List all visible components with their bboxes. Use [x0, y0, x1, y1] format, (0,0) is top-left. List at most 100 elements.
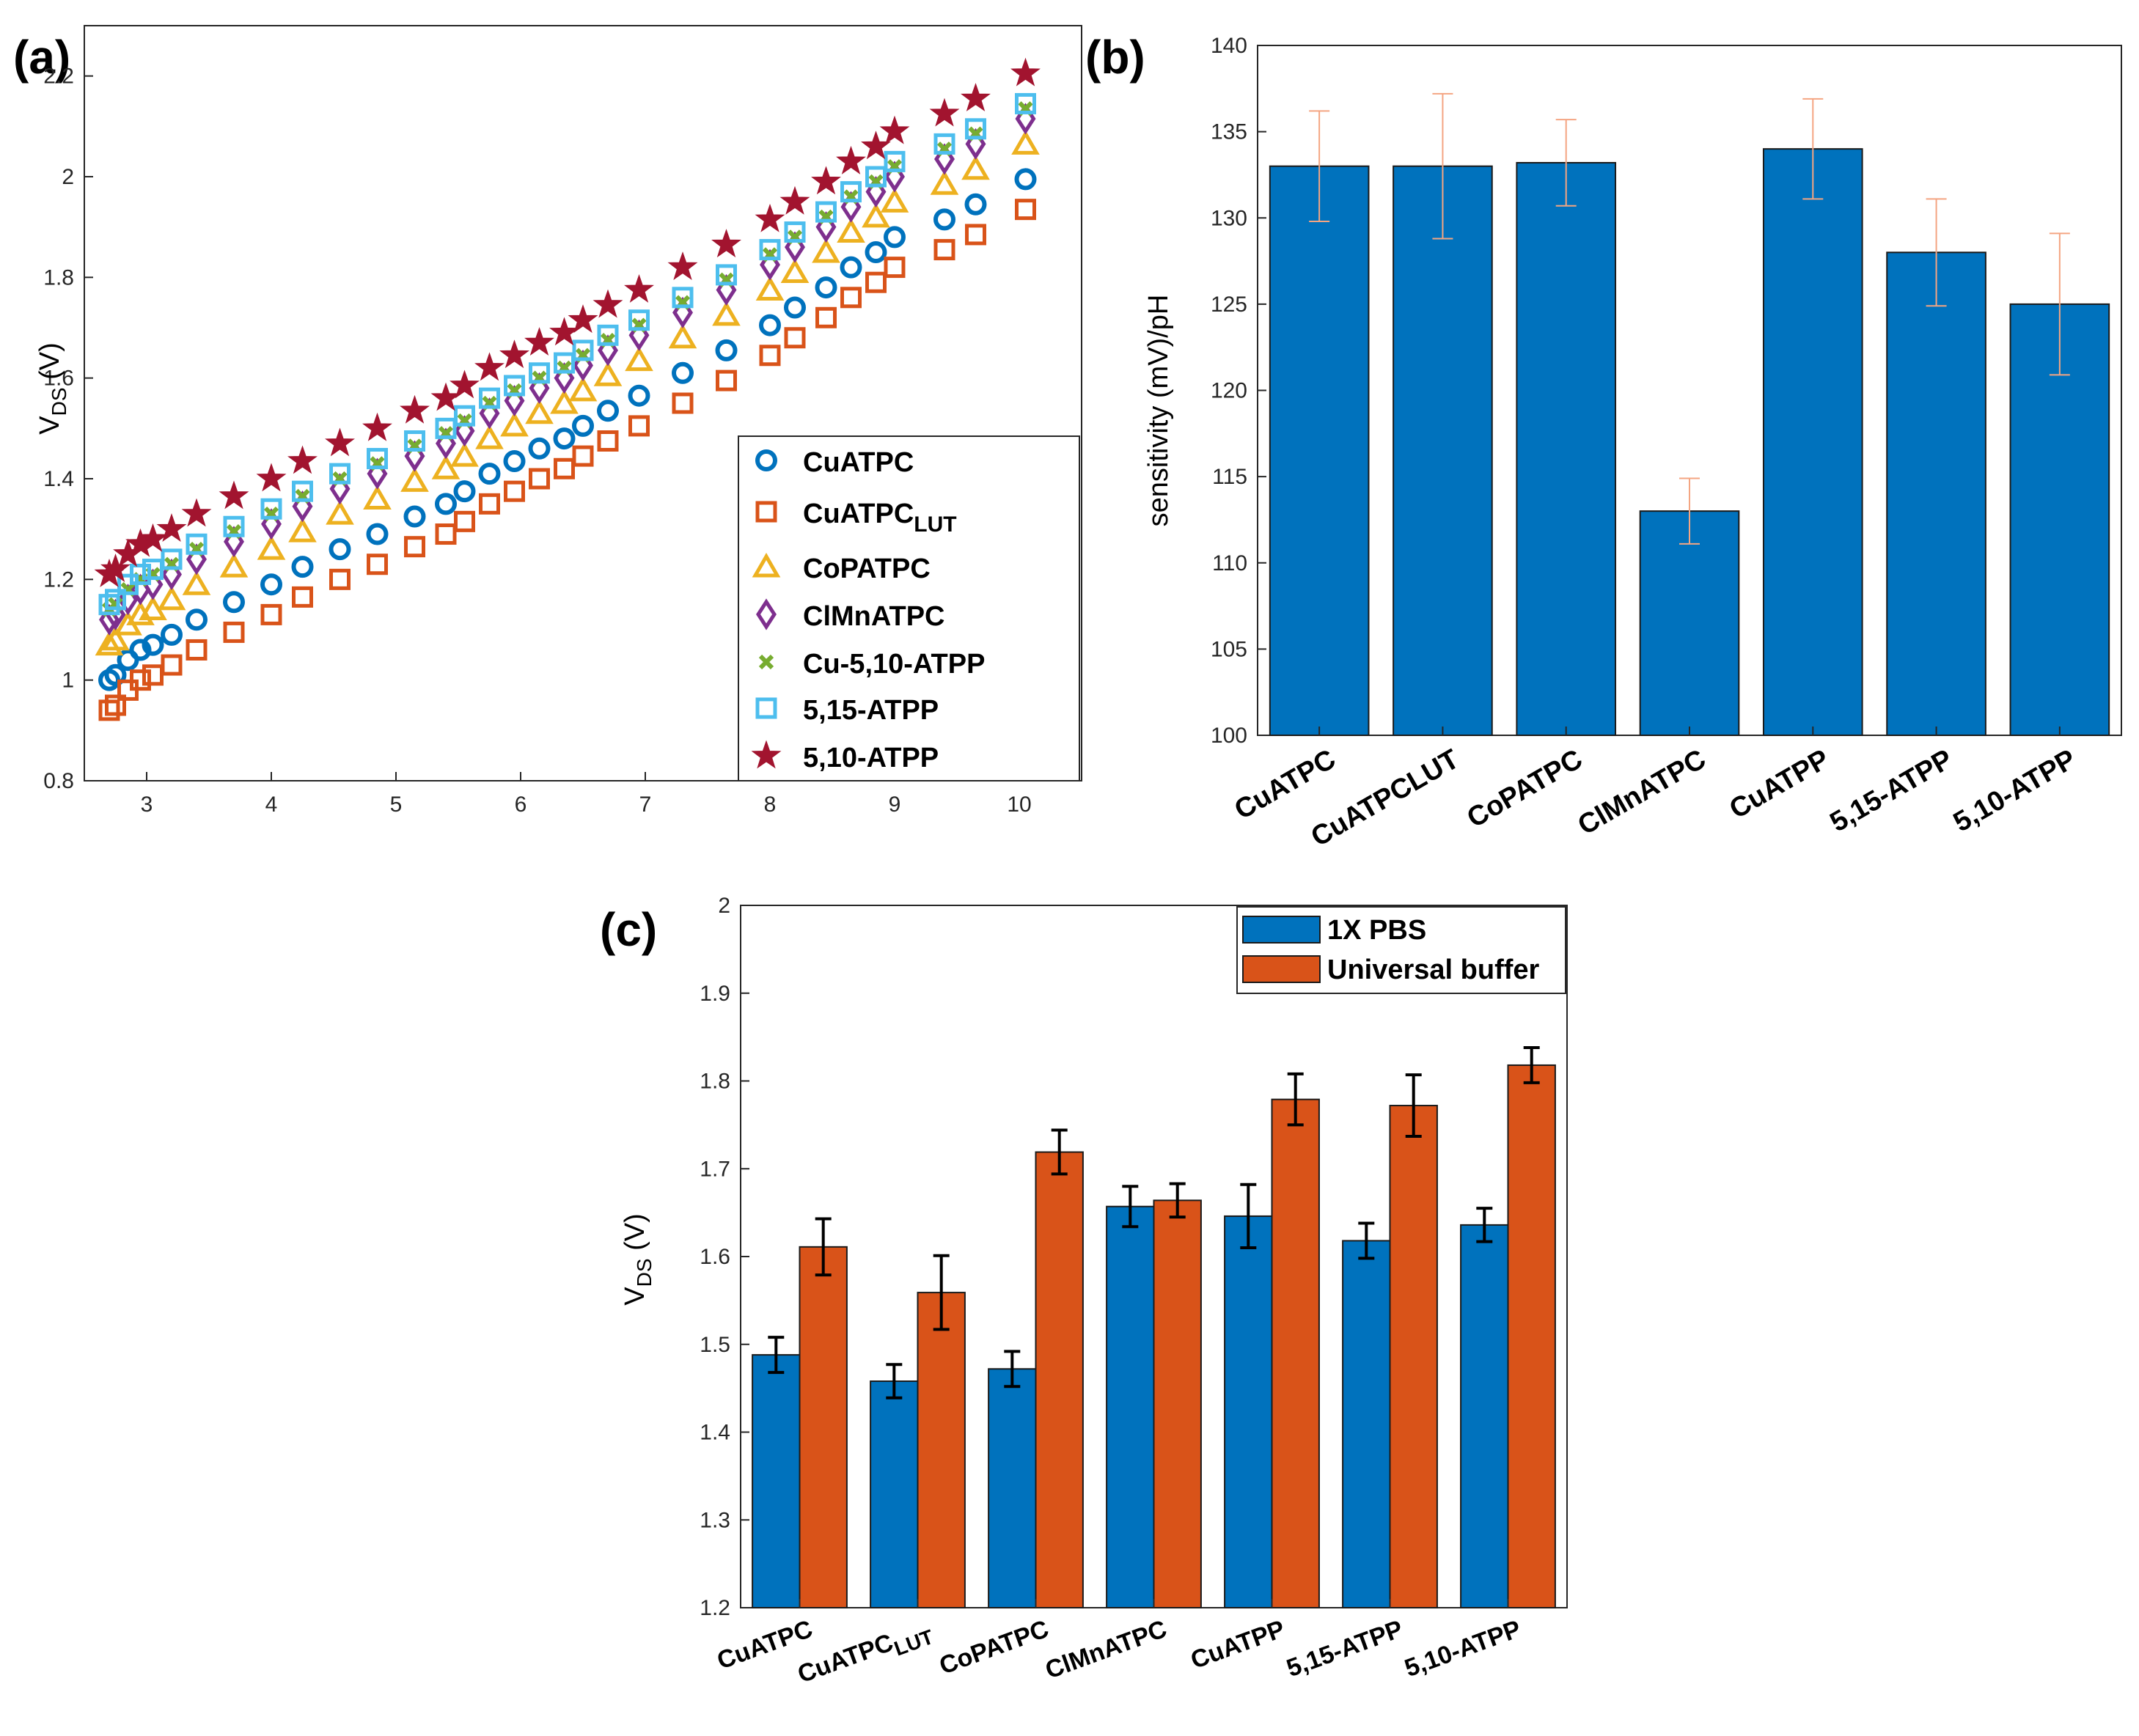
panel-c-error-bar	[933, 1254, 950, 1331]
panel-c-legend-swatch	[1242, 916, 1321, 944]
panel-c-ytick-label: 1.7	[700, 1157, 730, 1181]
panel-a-series-5,10-ATPP	[94, 57, 1041, 587]
panel-b-bar	[1393, 165, 1493, 737]
panel-a-point	[1011, 130, 1040, 155]
panel-a-point	[454, 405, 475, 427]
panel-a-point	[865, 271, 887, 293]
panel-a-y-ticks: 0.8 1 1.2 1.4 1.6 1.8 2 2.2	[43, 65, 93, 793]
panel-a-ytick-label: 1.6	[43, 367, 74, 391]
panel-a-point	[504, 480, 525, 502]
panel-a-point	[879, 115, 910, 144]
panel-a-series-CuATPC_LUT	[98, 199, 1036, 721]
panel-a-point	[292, 586, 313, 608]
panel-c-category-main: 5,15-ATPP	[1283, 1615, 1407, 1682]
panel-c-bar-universal	[1507, 1064, 1556, 1608]
panel-a-point	[884, 226, 906, 249]
panel-a-ylabel-unit: (V)	[34, 342, 65, 387]
panel-a-point	[716, 264, 737, 286]
panel-b-ytick-label: 100	[1211, 724, 1247, 748]
panel-b-category-label: CuATPC	[1230, 743, 1341, 825]
panel-a-point	[759, 345, 781, 367]
panel-a-point	[479, 493, 500, 515]
panel-c-bar-pbs	[1106, 1205, 1155, 1609]
panel-a-series-CoPATPC	[95, 130, 1040, 656]
panel-c-ytick-label: 1.4	[700, 1421, 730, 1445]
panel-a-point	[1015, 92, 1036, 114]
panel-a-point	[403, 505, 426, 528]
panel-a-point	[367, 553, 388, 575]
panel-a-point	[478, 463, 501, 485]
panel-a-xtick-label: 7	[639, 792, 652, 817]
panel-a-point	[475, 424, 504, 449]
panel-a-point	[260, 603, 282, 625]
panel-a-data-points	[94, 57, 1041, 721]
panel-a-point	[529, 468, 550, 490]
panel-a-point	[933, 208, 955, 231]
panel-a-point	[593, 361, 623, 386]
panel-a-legend-marker	[755, 501, 777, 523]
panel-a-point	[815, 276, 837, 299]
panel-c-category-label: CoPATPC	[936, 1615, 1052, 1680]
panel-a-point	[628, 415, 650, 437]
panel-a-series-5,15-ATPP	[98, 92, 1036, 616]
panel-a-point	[672, 392, 694, 414]
panel-b-ytick-label: 130	[1211, 206, 1247, 230]
panel-a-legend-label-sub: LUT	[914, 512, 956, 537]
panel-a-point	[840, 181, 862, 203]
panel-b-bar	[1762, 148, 1863, 736]
panel-a-point	[668, 323, 697, 349]
panel-a-point	[550, 389, 579, 414]
panel-a-point	[288, 518, 317, 542]
panel-a-xtick-label: 8	[764, 792, 777, 817]
panel-a-legend-marker	[755, 449, 777, 471]
panel-a-point	[435, 523, 457, 545]
panel-a-point	[435, 417, 457, 439]
panel-c-error-bar	[1523, 1045, 1540, 1084]
panel-a-point	[367, 448, 388, 470]
panel-a-point	[568, 376, 598, 402]
panel-a-point	[529, 362, 550, 384]
panel-c-legend: 1X PBS Universal buffer	[1236, 906, 1566, 994]
panel-a-point	[784, 296, 806, 319]
panel-a-point	[223, 621, 245, 643]
panel-a-point	[667, 251, 698, 281]
panel-b-y-ticks: 100 105 110 115 120 125 130 135 140	[1211, 34, 1266, 748]
panel-a-point	[186, 608, 208, 631]
panel-a-point	[500, 411, 529, 437]
panel-a-point	[553, 427, 576, 450]
panel-a-legend-label: 5,15-ATPP	[803, 695, 939, 726]
panel-a-point	[366, 523, 389, 545]
panel-a-point	[779, 185, 810, 215]
panel-a-point	[219, 480, 249, 510]
panel-a-series-CuATPC	[98, 168, 1037, 691]
panel-a-point	[549, 317, 579, 346]
panel-a-point	[572, 414, 594, 437]
panel-a-point	[157, 585, 186, 611]
panel-a-point	[524, 327, 554, 356]
panel-a-legend-marker	[758, 654, 774, 670]
panel-b-error-bar	[1926, 198, 1947, 307]
panel-c-category-main: CuATPP	[1187, 1615, 1288, 1674]
panel-a-point	[431, 455, 461, 479]
panel-b-bar	[2009, 303, 2110, 736]
panel-a-point	[329, 463, 351, 485]
panel-a-point	[504, 375, 525, 397]
panel-a-point	[568, 304, 598, 334]
panel-a-xtick-label: 9	[889, 792, 901, 817]
panel-c-grouped-bar-chart: 1.21.31.41.51.61.71.81.92 CuATPCCuATPCLU…	[620, 894, 1568, 1688]
panel-a-point	[597, 400, 619, 422]
panel-a-ylabel-sub: DS	[48, 387, 70, 416]
panel-c-error-bar	[1051, 1128, 1068, 1176]
panel-c-bar-universal	[917, 1292, 966, 1609]
panel-b-error-bar	[1802, 98, 1824, 200]
panel-b-error-bar	[2049, 232, 2070, 376]
panel-a-point	[182, 570, 211, 595]
panel-a-legend-marker	[756, 598, 777, 630]
panel-a-point	[836, 145, 866, 174]
panel-c-error-bar	[1476, 1207, 1493, 1243]
panel-a-point	[625, 346, 653, 372]
panel-a-point	[628, 384, 650, 407]
panel-c-bar-pbs	[752, 1354, 801, 1608]
panel-a-point	[130, 669, 151, 691]
panel-a-point	[815, 201, 837, 223]
